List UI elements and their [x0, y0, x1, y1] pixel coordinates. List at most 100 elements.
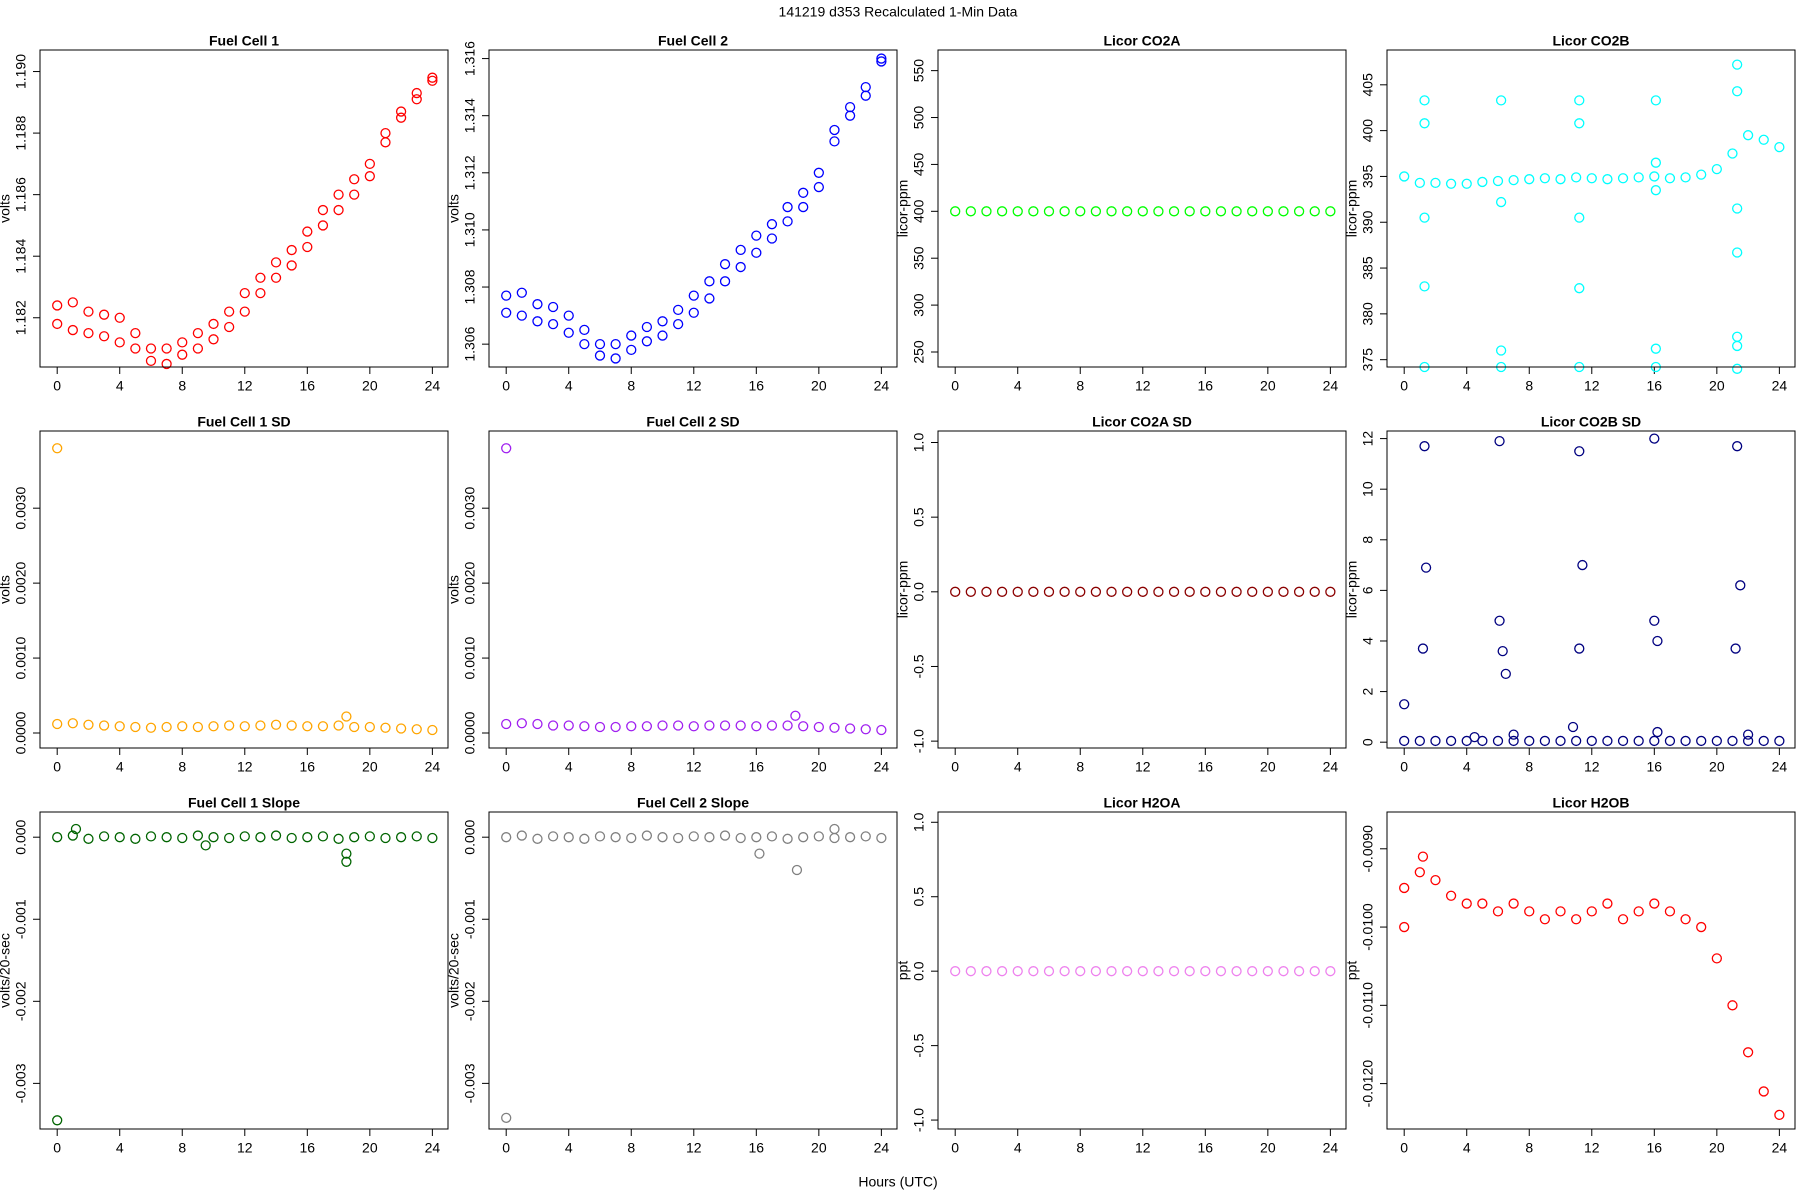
point [192, 327, 204, 339]
x-tick-label: 12 [1584, 759, 1600, 775]
point [1399, 699, 1410, 710]
x-tick-label: 0 [502, 378, 510, 394]
point [52, 1115, 63, 1126]
y-tick-label: -0.0090 [1360, 825, 1376, 873]
y-tick-label: 8 [1360, 536, 1376, 544]
point [1649, 433, 1660, 444]
point [1293, 206, 1305, 217]
point [1090, 966, 1102, 977]
x-tick-label: 20 [1260, 1140, 1276, 1156]
x-tick-label: 24 [425, 378, 441, 394]
y-tick-label: 1.316 [462, 41, 478, 76]
point [1028, 966, 1039, 977]
point [626, 330, 637, 341]
y-tick-label: 0.0010 [462, 636, 478, 679]
point [1711, 163, 1722, 175]
panel-title: Licor H2OA [1103, 795, 1180, 811]
point [829, 722, 840, 733]
point [1742, 729, 1754, 740]
point [1574, 95, 1585, 106]
point [782, 833, 793, 844]
y-tick-label: 1.314 [462, 98, 478, 133]
points [501, 53, 887, 364]
x-tick-label: 24 [1323, 378, 1339, 394]
point [610, 832, 621, 843]
y-tick-label: 1.308 [462, 269, 478, 304]
point [349, 189, 360, 200]
x-tick-label: 8 [627, 1140, 635, 1156]
point [860, 81, 871, 93]
point [1727, 1000, 1738, 1011]
plot-frame [937, 49, 1347, 368]
point [208, 832, 219, 843]
point [579, 833, 590, 844]
x-tick-label: 24 [874, 1140, 890, 1156]
x-tick-label: 20 [362, 1140, 378, 1156]
points [52, 443, 438, 736]
point [1574, 283, 1585, 294]
plot-frame [39, 49, 449, 368]
point [751, 721, 762, 732]
point [641, 830, 653, 841]
point [349, 721, 360, 733]
point [751, 230, 762, 241]
point [641, 321, 653, 333]
x-tick-label: 24 [425, 759, 441, 775]
x-tick-label: 16 [749, 1140, 765, 1156]
y-tick-label: -0.0100 [1360, 903, 1376, 951]
point [1247, 966, 1258, 977]
x-tick-label: 8 [178, 378, 186, 394]
y-tick-label: 12 [1360, 431, 1376, 447]
x-tick-label: 4 [1463, 1140, 1471, 1156]
y-tick-label: 0.0000 [13, 711, 29, 754]
point [1075, 966, 1086, 977]
x-tick-label: 12 [1584, 1140, 1600, 1156]
point [798, 832, 809, 843]
x-tick-label: 0 [502, 759, 510, 775]
point [950, 206, 961, 217]
point [1650, 95, 1662, 106]
point [1650, 185, 1662, 196]
x-tick-label: 20 [1260, 378, 1276, 394]
point [501, 1112, 512, 1123]
x-tick-label: 0 [53, 378, 61, 394]
point [1420, 562, 1432, 573]
point [719, 720, 731, 731]
y-tick-label: 1.184 [13, 238, 29, 273]
point [1494, 615, 1505, 626]
point [380, 722, 391, 733]
point [239, 306, 250, 317]
point [427, 724, 438, 736]
panel-title: Fuel Cell 2 [658, 33, 728, 49]
point [1121, 966, 1133, 977]
x-tick-label: 4 [1014, 378, 1022, 394]
x-tick-label: 8 [178, 1140, 186, 1156]
y-tick-label: 1.306 [462, 326, 478, 361]
point [349, 832, 360, 843]
point [317, 220, 329, 231]
point [52, 832, 63, 843]
point [1494, 435, 1505, 447]
point [1430, 874, 1441, 886]
y-tick-label: -0.001 [13, 899, 29, 939]
point [1419, 441, 1430, 452]
y-tick-label: -1.0 [911, 1108, 927, 1132]
y-tick-label: -1.0 [911, 729, 927, 753]
point [1586, 735, 1597, 747]
point [1492, 906, 1504, 917]
point [1555, 906, 1566, 917]
point [1508, 898, 1519, 909]
point [844, 723, 856, 734]
point [829, 124, 840, 136]
panel-title: Licor CO2B [1552, 33, 1629, 49]
y-tick-label: 380 [1360, 302, 1376, 326]
point [1293, 586, 1305, 597]
point [1649, 171, 1660, 182]
point [829, 823, 840, 835]
point [411, 87, 422, 99]
point [302, 721, 313, 732]
point [594, 831, 606, 842]
x-tick-label: 20 [1709, 1140, 1725, 1156]
point [719, 259, 731, 270]
x-tick-label: 16 [749, 759, 765, 775]
